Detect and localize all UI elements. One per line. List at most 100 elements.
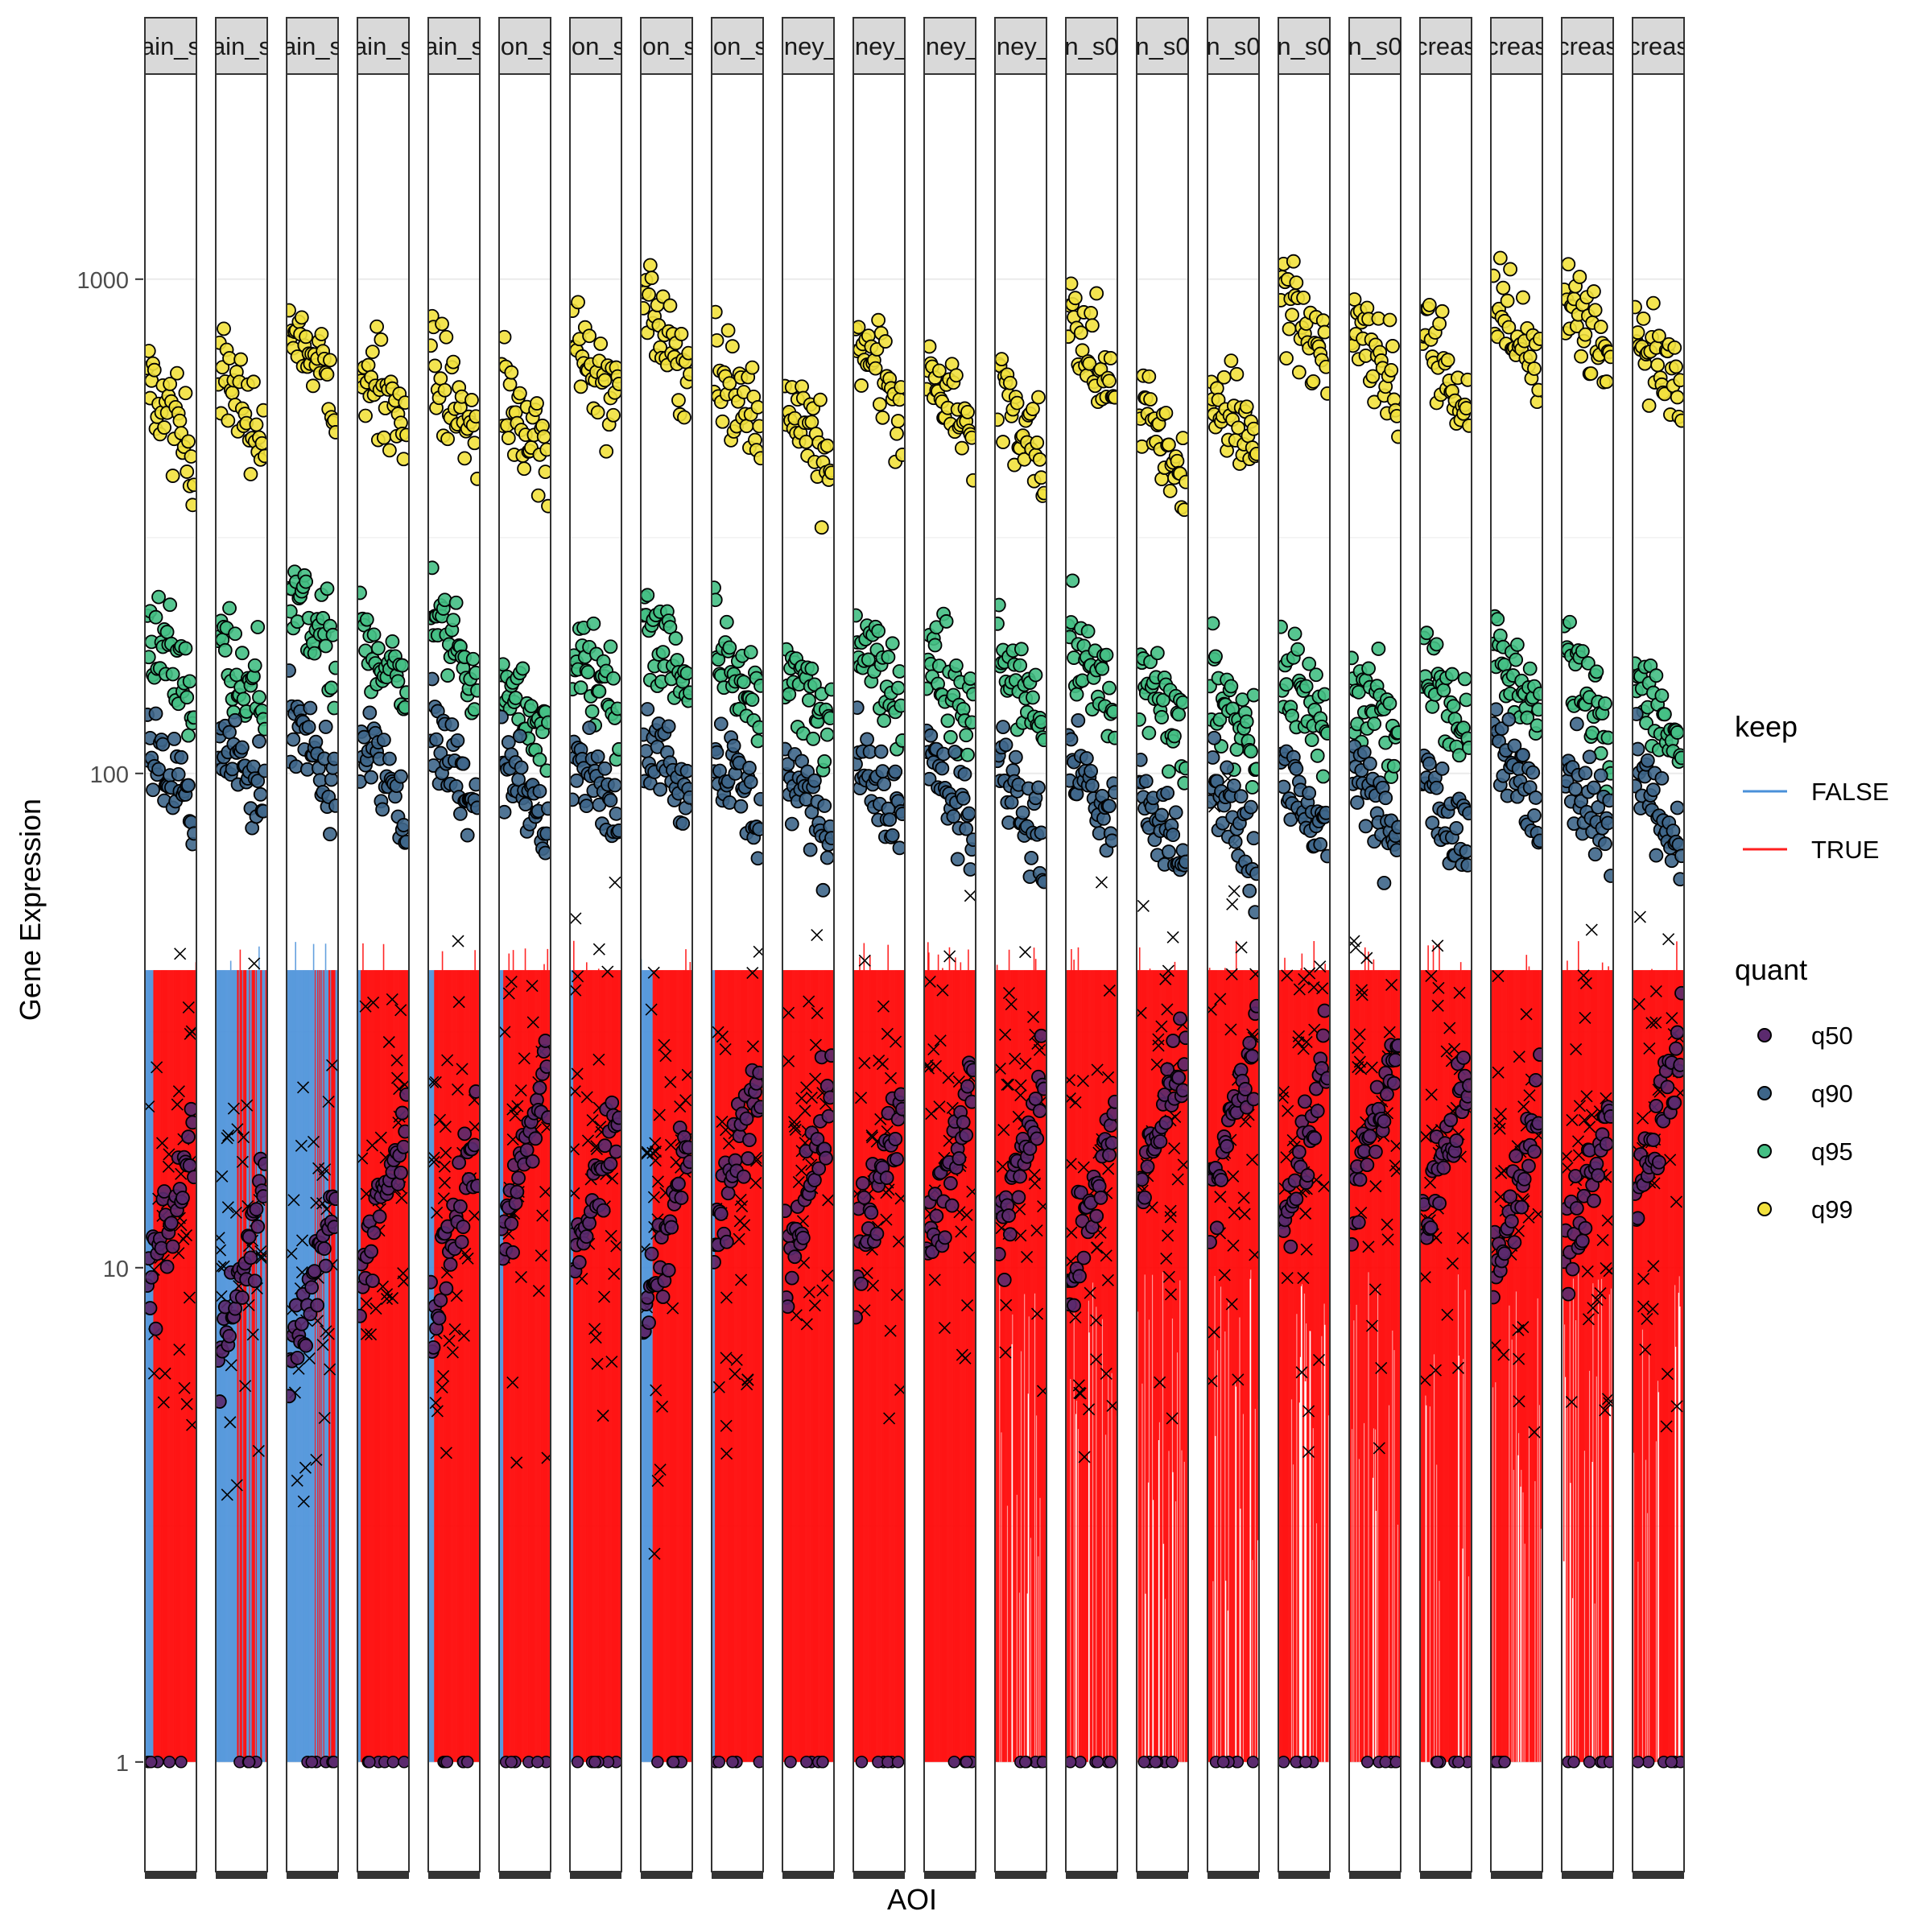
expression-cross [446, 1346, 459, 1359]
point-q90 [460, 828, 475, 843]
point-q50 [943, 1175, 958, 1191]
expression-cross [1160, 1252, 1173, 1265]
point-q99 [642, 258, 658, 273]
expression-cross [995, 1062, 1006, 1075]
point-q99 [446, 354, 461, 369]
facet-strip-label: lon_s [566, 32, 625, 60]
point-q50 [1137, 1172, 1150, 1187]
expression-cross [526, 1016, 539, 1029]
point-q99 [1459, 401, 1472, 415]
point-q90 [782, 757, 795, 772]
expression-cross [597, 1410, 609, 1422]
point-q90 [187, 826, 196, 841]
expression-cross [1356, 989, 1368, 1001]
expression-cross [881, 1027, 894, 1040]
point-q90 [375, 802, 390, 817]
point-q50 [960, 1079, 975, 1094]
expression-cross [924, 975, 936, 989]
point-q95 [663, 620, 678, 635]
expression-cross [1300, 1243, 1313, 1256]
point-q50 [1173, 1011, 1187, 1026]
point-q99 [433, 371, 448, 386]
expression-cross [1352, 1041, 1364, 1055]
point-q90 [1160, 786, 1175, 800]
point-q50 [726, 1756, 739, 1769]
point-q90 [444, 717, 460, 732]
point-q50 [1283, 1239, 1298, 1254]
expression-cross [608, 1267, 621, 1280]
point-q99 [720, 323, 736, 338]
expression-cross [1033, 1043, 1046, 1056]
x-ticks [1278, 1872, 1330, 1879]
point-q99 [750, 399, 763, 415]
expression-cross [720, 1419, 733, 1432]
point-q50 [1360, 1158, 1375, 1172]
point-q95 [885, 636, 900, 651]
expression-cross [1037, 1199, 1046, 1213]
expression-cross [720, 1352, 733, 1364]
x-ticks [499, 1872, 551, 1879]
point-q90 [1168, 805, 1183, 820]
point-q50 [712, 1254, 721, 1269]
expression-cross [1512, 1323, 1525, 1336]
point-q50 [888, 1132, 903, 1146]
expression-cross [438, 1160, 451, 1173]
point-q50 [163, 1216, 179, 1231]
point-q99 [398, 395, 409, 411]
point-q50 [148, 1321, 163, 1336]
point-q95 [1099, 647, 1114, 663]
point-q50 [1369, 1080, 1385, 1095]
facet-panel: lney_ [852, 17, 906, 1879]
point-q90 [742, 761, 757, 775]
expression-cross [1383, 1026, 1396, 1038]
point-q90 [607, 778, 621, 793]
point-q90 [450, 733, 465, 748]
expression-cross [1066, 1226, 1078, 1239]
point-q50 [819, 1150, 833, 1166]
point-q50 [1214, 1172, 1228, 1187]
expression-cross [1353, 1028, 1366, 1041]
expression-cross [580, 1091, 593, 1104]
point-q90 [947, 745, 963, 759]
point-q95 [328, 660, 338, 675]
expression-cross [959, 1352, 972, 1364]
point-q95 [159, 625, 175, 639]
expression-cross [506, 1376, 519, 1389]
point-q99 [233, 352, 249, 367]
point-q99 [819, 438, 834, 453]
point-q90 [1138, 774, 1154, 789]
point-q50 [1076, 1250, 1092, 1265]
point-q95 [357, 585, 367, 601]
point-q99 [1075, 343, 1090, 358]
point-q50 [234, 1290, 250, 1305]
point-q90 [258, 763, 267, 778]
point-q95 [446, 613, 461, 628]
facet-strip-label: lney_ [991, 32, 1051, 60]
point-q90 [327, 751, 338, 766]
point-q90 [1034, 825, 1046, 840]
point-q95 [960, 747, 975, 762]
point-q50 [683, 1154, 692, 1170]
expression-cross [316, 1339, 329, 1352]
expression-cross [960, 1208, 973, 1221]
point-q50 [456, 1220, 471, 1234]
point-q50 [532, 1080, 547, 1096]
point-q95 [385, 634, 400, 649]
panel-data [287, 303, 338, 1769]
point-q99 [1141, 369, 1157, 384]
point-q95 [580, 665, 596, 679]
point-q99 [467, 436, 480, 451]
expression-cross [597, 1290, 611, 1303]
point-q95 [180, 690, 195, 705]
expression-cross [1166, 931, 1179, 943]
point-q95 [318, 638, 333, 654]
expression-cross [1137, 899, 1150, 913]
point-q95 [1386, 758, 1401, 774]
point-q95 [366, 627, 382, 642]
point-q95 [1154, 710, 1170, 724]
point-q95 [890, 680, 905, 696]
point-q50 [525, 1154, 540, 1169]
point-q90 [653, 782, 667, 797]
point-q50 [1073, 1185, 1088, 1200]
expression-cross [172, 1085, 185, 1098]
